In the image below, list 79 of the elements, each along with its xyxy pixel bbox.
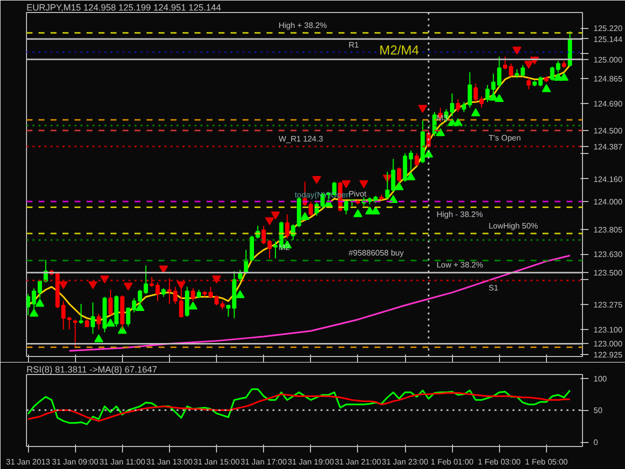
- x-tick-label: 31 Jan 23:00: [382, 458, 429, 466]
- point: [406, 172, 416, 180]
- y-tick-label: 124.160: [594, 174, 623, 184]
- candlestick: [450, 93, 454, 117]
- candlestick: [78, 303, 84, 324]
- y-tick-label: 100: [594, 374, 608, 384]
- ref-line-label: T's Open: [488, 133, 521, 142]
- y-tick-label: 125.000: [594, 55, 623, 64]
- point: [94, 334, 104, 342]
- candlestick: [96, 313, 101, 330]
- y-tick-label: 123.805: [594, 225, 623, 234]
- x-tick-label: 31 Jan 13:00: [146, 458, 194, 466]
- chart-title: EURJPY,M15 124.958 125.199 124.951 125.144: [26, 2, 221, 12]
- y-tick-label: 123.000: [594, 340, 623, 349]
- ref-line-label: High - 38.2%: [436, 210, 483, 220]
- ref-line-label: High + 38.2%: [278, 20, 327, 30]
- x-tick-label: 1 Feb 03:00: [478, 458, 522, 466]
- candlestick: [179, 282, 184, 318]
- ref-line-label: M3: [436, 114, 448, 123]
- point: [135, 303, 144, 311]
- x-tick-label: 31 Jan 17:00: [240, 458, 288, 466]
- candlestick: [73, 319, 78, 348]
- point: [236, 290, 245, 298]
- candlestick: [408, 150, 414, 171]
- candlestick: [526, 77, 531, 90]
- ref-line-label: #95886058 buy: [348, 248, 404, 258]
- y-tick-label: 123.500: [594, 268, 623, 278]
- candlestick: [108, 289, 113, 316]
- x-tick-label: 31 Jan 11:00: [99, 458, 146, 466]
- point: [542, 84, 551, 92]
- ref-line-label: S1: [488, 283, 499, 292]
- ref-line-label: LowHigh 50%: [488, 222, 538, 231]
- y-tick-label: 124.690: [594, 99, 623, 108]
- candlestick: [414, 152, 419, 167]
- candlestick: [190, 288, 196, 302]
- y-tick-label: 0: [594, 438, 598, 448]
- x-tick-label: 31 Jan 21:00: [334, 458, 382, 466]
- candlestick: [273, 240, 278, 259]
- y-tick-label: 123.100: [594, 325, 623, 334]
- y-tick-label: 50: [594, 406, 603, 416]
- point: [494, 94, 504, 102]
- x-tick-label: 31 Jan 15:00: [193, 458, 240, 466]
- point: [188, 302, 198, 310]
- point: [35, 298, 44, 307]
- candlestick: [538, 76, 543, 87]
- point: [353, 209, 362, 218]
- y-tick-label: 122.925: [594, 350, 623, 360]
- point: [436, 128, 445, 136]
- x-tick-label: 1 Feb 01:00: [430, 458, 474, 466]
- y-tick-label: 124.387: [594, 142, 623, 152]
- chart-title: RSI(8) 81.3811 ->MA(8) 67.1647: [26, 364, 158, 374]
- x-tick-label: 31 Jan 2013: [6, 458, 51, 466]
- candlestick: [308, 201, 313, 216]
- x-tick-label: 31 Jan 09:00: [52, 458, 99, 466]
- x-tick-label: 1 Feb 05:00: [525, 458, 568, 466]
- point: [471, 108, 480, 116]
- ref-line-label: R1: [348, 40, 360, 50]
- y-tick-label: 124.000: [594, 198, 623, 207]
- y-tick-label: 123.275: [594, 300, 623, 310]
- annotation: M2/M4: [379, 42, 419, 58]
- y-tick-label: 125.144: [594, 34, 623, 44]
- candlestick: [90, 302, 95, 334]
- ref-line-label: Low + 38.2%: [436, 260, 484, 270]
- ref-line-label: Pivot: [348, 190, 368, 199]
- y-tick-label: 124.500: [594, 126, 623, 136]
- point: [560, 72, 569, 81]
- ref-line-label: W_R1 124.3: [278, 134, 324, 144]
- candlestick: [456, 98, 460, 113]
- candlestick: [344, 201, 348, 215]
- y-tick-label: 125.220: [594, 24, 623, 34]
- point: [300, 212, 310, 220]
- point: [106, 318, 116, 327]
- y-tick-label: 123.630: [594, 250, 623, 260]
- candlestick: [250, 235, 254, 262]
- y-tick-label: 124.865: [594, 74, 623, 84]
- x-tick-label: 31 Jan 19:00: [288, 458, 334, 466]
- candlestick: [397, 166, 402, 182]
- candlestick: [285, 214, 290, 240]
- point: [394, 182, 404, 190]
